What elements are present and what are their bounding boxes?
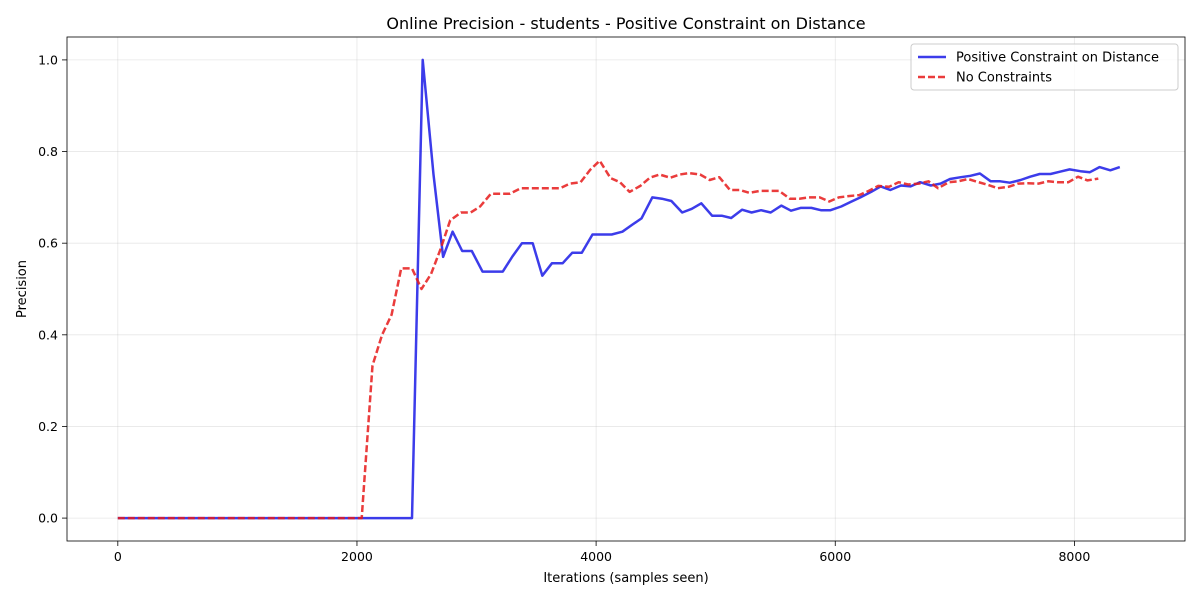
- x-tick-label: 0: [114, 549, 122, 564]
- legend-box: [910, 43, 1179, 91]
- legend-label-positive-constraint: Positive Constraint on Distance: [956, 51, 1159, 66]
- plot-background: [67, 37, 1185, 541]
- y-tick-label: 0.6: [38, 236, 58, 251]
- y-axis-label: Precision: [15, 260, 30, 318]
- y-tick-label: 0.4: [38, 327, 58, 342]
- x-tick-label: 4000: [580, 549, 612, 564]
- plot-frame: [66, 36, 1186, 542]
- legend: Positive Constraint on Distance No Const…: [910, 43, 1179, 91]
- y-tick-label: 0.2: [38, 419, 58, 434]
- x-axis-label: Iterations (samples seen): [543, 571, 708, 586]
- y-axis-ticks: 0.0 0.2 0.4 0.6 0.8 1.0: [38, 52, 67, 526]
- x-tick-label: 8000: [1058, 549, 1090, 564]
- chart-title: Online Precision - students - Positive C…: [386, 14, 865, 33]
- series-line-no-constraints: [117, 159, 1099, 520]
- y-tick-label: 0.0: [38, 511, 58, 526]
- x-tick-label: 2000: [341, 549, 373, 564]
- legend-label-no-constraints: No Constraints: [956, 71, 1052, 86]
- series-layer: [117, 58, 1121, 520]
- x-tick-label: 6000: [819, 549, 851, 564]
- series-line-positive-constraint: [117, 58, 1121, 520]
- y-tick-label: 1.0: [38, 52, 58, 67]
- x-axis-ticks: 0 2000 4000 6000 8000: [114, 541, 1090, 564]
- y-tick-label: 0.8: [38, 144, 58, 159]
